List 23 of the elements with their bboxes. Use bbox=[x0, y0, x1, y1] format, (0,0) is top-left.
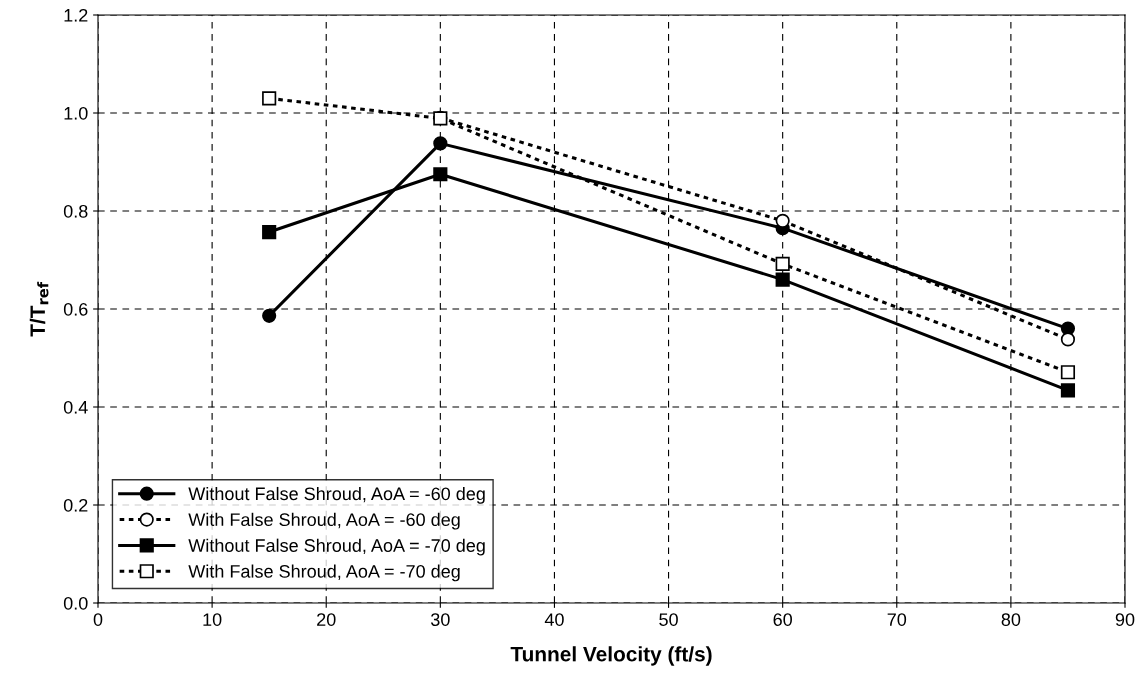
y-tick-label: 1.0 bbox=[64, 106, 88, 120]
x-axis-title: Tunnel Velocity (ft/s) bbox=[510, 646, 712, 666]
legend-label: With False Shroud, AoA = -60 deg bbox=[188, 512, 460, 530]
y-tick-label: 0.0 bbox=[63, 596, 88, 610]
x-tick-label: 0 bbox=[93, 613, 103, 626]
y-tick-label: 1.2 bbox=[64, 8, 88, 22]
legend-label: With False Shroud, AoA = -70 deg bbox=[188, 564, 460, 582]
x-tick-label: 80 bbox=[1001, 613, 1021, 626]
legend-label: Without False Shroud, AoA = -60 deg bbox=[188, 486, 485, 504]
y-tick-label: 0.4 bbox=[63, 400, 88, 414]
x-tick-label: 30 bbox=[430, 613, 450, 626]
x-tick-label: 90 bbox=[1115, 613, 1135, 626]
y-axis-title: T/T$_{ref}$ bbox=[29, 281, 49, 337]
y-tick-label: 0.6 bbox=[63, 302, 88, 316]
x-tick-label: 40 bbox=[544, 613, 564, 626]
x-tick-label: 10 bbox=[203, 613, 222, 626]
x-tick-label: 70 bbox=[887, 613, 907, 626]
y-tick-label: 0.8 bbox=[63, 204, 88, 218]
x-tick-label: 50 bbox=[659, 613, 678, 626]
legend-label: Without False Shroud, AoA = -70 deg bbox=[188, 538, 485, 556]
x-tick-label: 60 bbox=[773, 613, 792, 626]
y-tick-label: 0.2 bbox=[63, 498, 88, 512]
x-tick-label: 20 bbox=[317, 613, 336, 626]
